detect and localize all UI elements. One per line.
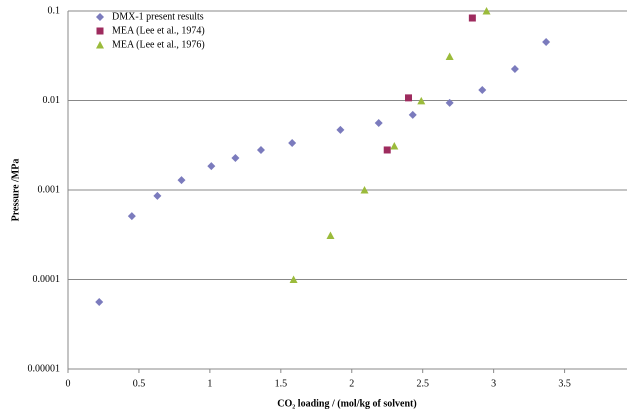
legend-label: MEA (Lee et al., 1976) xyxy=(112,39,205,50)
point xyxy=(445,98,454,107)
point xyxy=(177,176,186,185)
point xyxy=(374,119,383,128)
point xyxy=(417,96,426,105)
legend-marker xyxy=(96,27,104,35)
point xyxy=(127,212,136,221)
point xyxy=(207,162,216,171)
point xyxy=(390,142,399,150)
x-tick-label: 2 xyxy=(349,378,354,389)
point xyxy=(408,110,417,119)
y-tick-label: 0.001 xyxy=(38,184,61,195)
point xyxy=(360,186,369,194)
point xyxy=(445,52,454,61)
point xyxy=(468,14,476,22)
point xyxy=(231,153,240,162)
point xyxy=(289,275,298,283)
point xyxy=(542,38,551,47)
legend-marker xyxy=(96,41,104,49)
x-tick-label: 3.5 xyxy=(558,378,571,389)
point xyxy=(288,139,297,148)
x-tick-label: 2.5 xyxy=(416,378,429,389)
x-tick-label: 3 xyxy=(491,378,496,389)
point xyxy=(153,191,162,200)
legend-label: MEA (Lee et al., 1974) xyxy=(112,25,205,36)
point xyxy=(326,231,335,240)
y-tick-label: 0.1 xyxy=(48,5,61,16)
x-tick-label: 0 xyxy=(66,378,71,389)
point xyxy=(383,146,391,154)
x-axis-title: CO₂ loading / (mol/kg of solvent) xyxy=(277,398,416,409)
x-tick-label: 0.5 xyxy=(133,378,146,389)
y-tick-label: 0.0001 xyxy=(33,274,61,285)
point xyxy=(405,94,413,102)
y-tick-label: 0.00001 xyxy=(28,363,61,374)
point xyxy=(478,86,487,95)
legend-marker xyxy=(96,13,104,21)
point xyxy=(510,64,519,73)
y-axis-title: Pressure /MPa xyxy=(10,159,21,222)
point xyxy=(482,7,491,15)
point xyxy=(336,125,345,134)
x-tick-label: 1 xyxy=(207,378,212,389)
x-tick-label: 1.5 xyxy=(275,378,288,389)
y-tick-label: 0.01 xyxy=(43,95,61,106)
point xyxy=(256,145,265,154)
legend-label: DMX-1 present results xyxy=(112,11,204,22)
point xyxy=(95,298,104,307)
